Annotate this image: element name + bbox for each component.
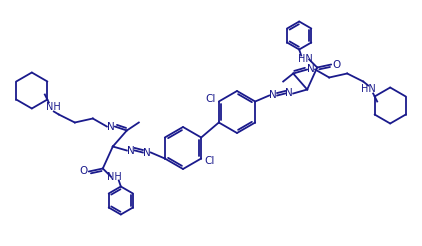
Text: HN: HN (298, 55, 313, 64)
Text: N: N (285, 89, 293, 98)
Text: NH: NH (108, 171, 122, 182)
Text: N: N (127, 145, 135, 155)
Text: Cl: Cl (206, 93, 216, 104)
Text: NH: NH (46, 102, 61, 111)
Text: Cl: Cl (204, 156, 214, 167)
Text: O: O (80, 167, 88, 176)
Text: HN: HN (361, 84, 376, 94)
Text: O: O (332, 60, 340, 70)
Text: N: N (143, 148, 151, 157)
Text: N: N (307, 64, 315, 75)
Text: N: N (107, 122, 115, 132)
Text: N: N (269, 91, 277, 101)
